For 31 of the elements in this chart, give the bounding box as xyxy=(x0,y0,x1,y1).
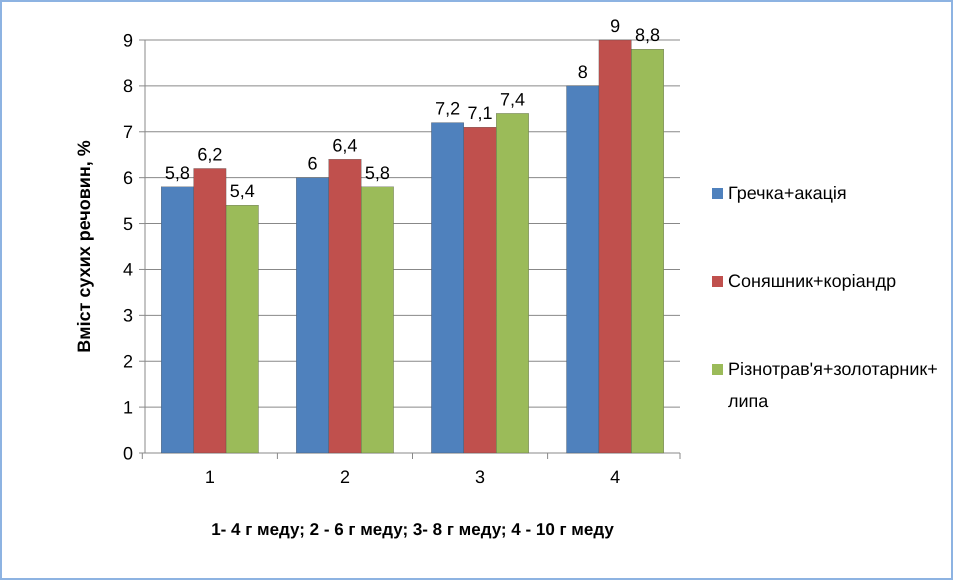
y-tick-label: 5 xyxy=(122,214,133,234)
y-tick-label: 0 xyxy=(122,443,133,464)
data-label: 6,2 xyxy=(197,144,222,164)
data-label: 8,8 xyxy=(635,25,660,46)
data-label: 5,4 xyxy=(230,181,255,202)
data-label: 5,8 xyxy=(364,162,390,183)
data-label: 7,4 xyxy=(500,89,525,110)
y-tick-label: 9 xyxy=(122,30,133,50)
x-tick-label: 4 xyxy=(610,467,620,487)
legend-label: Гречка+акація xyxy=(728,182,848,205)
y-tick-label: 4 xyxy=(122,260,133,280)
x-axis-title: 1- 4 г меду; 2 - 6 г меду; 3- 8 г меду; 4 - 10 г меду xyxy=(211,520,614,539)
data-label: 6 xyxy=(308,154,318,174)
data-label: 5,8 xyxy=(164,162,190,183)
y-tick-label: 1 xyxy=(122,397,133,418)
y-tick-label: 3 xyxy=(122,306,133,326)
y-tick-label: 8 xyxy=(122,76,133,96)
x-tick-label: 1 xyxy=(204,467,215,487)
data-label: 6,4 xyxy=(332,135,358,156)
legend-label: Соняшник+коріандр xyxy=(728,270,898,293)
y-tick-label: 6 xyxy=(122,168,133,188)
x-tick-label: 2 xyxy=(340,467,350,487)
legend-label: Різнотрав'я+золотарник+липа xyxy=(728,358,938,413)
y-tick-label: 2 xyxy=(122,352,133,372)
y-axis-title: Вміст сухих речовин, % xyxy=(74,140,94,353)
data-label: 9 xyxy=(610,16,620,36)
data-label: 7,2 xyxy=(435,98,460,119)
y-tick-label: 7 xyxy=(122,122,133,142)
data-label: 7,1 xyxy=(468,103,493,124)
x-tick-label: 3 xyxy=(475,467,486,487)
data-label: 8 xyxy=(578,62,588,82)
